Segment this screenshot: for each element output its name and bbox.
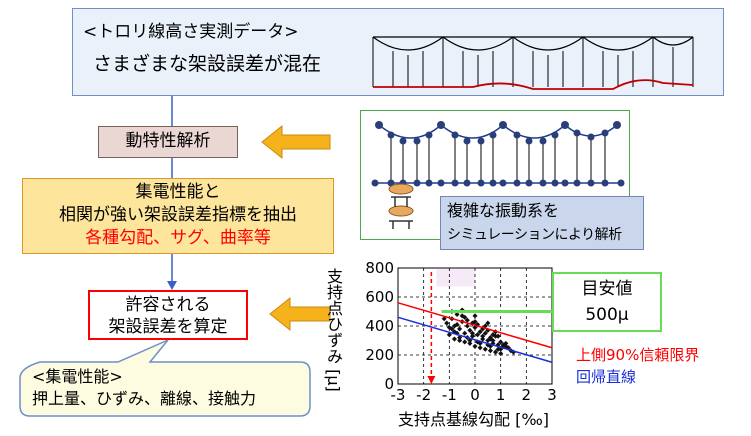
x-tick-label: -2 — [416, 386, 432, 404]
extract-line-3: 各種勾配、サグ、曲率等 — [85, 228, 271, 248]
data-point — [480, 333, 486, 339]
data-point — [467, 327, 473, 333]
extract-index-box: 集電性能と 相関が強い架設誤差指標を抽出 各種勾配、サグ、曲率等 — [22, 178, 334, 254]
simulation-line-2: シミュレーションにより解析 — [447, 227, 622, 243]
callout-text: <集電性能> 押上量、ひずみ、離線、接触力 — [32, 366, 256, 410]
data-point — [477, 345, 483, 351]
data-point — [480, 336, 486, 342]
left-arrow-icon-2 — [269, 296, 331, 332]
data-point — [462, 330, 468, 336]
data-point — [454, 311, 460, 317]
measured-data-subtitle: さまざまな架設誤差が混在 — [93, 53, 322, 75]
chart-y-axis-label: 支持点ひずみ [μ] — [324, 268, 343, 392]
data-point — [482, 346, 488, 352]
dynamic-analysis-label: 動特性解析 — [125, 131, 211, 151]
data-point — [482, 330, 488, 336]
data-point — [464, 317, 470, 323]
data-point — [451, 336, 458, 342]
data-point — [495, 346, 501, 352]
y-tick-label: 0 — [384, 375, 394, 393]
data-point — [444, 320, 450, 326]
catenary-model-icon — [371, 121, 625, 229]
data-point — [469, 333, 475, 339]
data-point — [492, 349, 499, 355]
extract-line-2: 相関が強い架設誤差指標を抽出 — [59, 205, 297, 225]
data-point — [462, 339, 468, 345]
x-tick-label: -3 — [390, 386, 406, 404]
data-point — [485, 320, 491, 326]
data-point — [469, 330, 475, 336]
data-point — [467, 340, 473, 346]
simulation-line-1: 複雑な振動系を — [447, 201, 560, 220]
left-arrow-icon — [261, 124, 331, 160]
x-tick-label: -1 — [441, 386, 457, 404]
catenary-sketch-icon — [372, 36, 694, 90]
threshold-arrow-icon — [427, 376, 436, 384]
callout-bubble — [19, 339, 311, 417]
dynamic-analysis-box: 動特性解析 — [98, 126, 238, 158]
guide-value-number: 500μ — [585, 305, 629, 325]
measured-data-title: <トロリ線高さ実測データ> — [83, 22, 299, 42]
data-point — [487, 336, 493, 342]
x-tick-label: 0 — [470, 386, 480, 404]
extract-line-1: 集電性能と — [135, 182, 221, 202]
y-tick-label: 600 — [365, 288, 394, 306]
x-tick-label: 2 — [521, 386, 532, 404]
callout-line-2: 押上量、ひずみ、離線、接触力 — [32, 389, 257, 408]
upper-limit-line — [397, 302, 553, 349]
data-point — [457, 326, 463, 332]
legend-regression: 回帰直線 — [576, 368, 637, 386]
down-arrow-icon — [167, 281, 177, 290]
data-point — [477, 329, 483, 335]
data-point — [462, 314, 468, 320]
data-point — [495, 333, 501, 339]
data-point — [487, 348, 493, 354]
chart-x-axis-label: 支持点基線勾配 [‰] — [398, 410, 550, 429]
data-point — [449, 326, 455, 332]
data-point — [503, 343, 509, 349]
callout-line-1: <集電性能> — [32, 367, 123, 386]
data-point — [472, 343, 478, 349]
data-point — [490, 332, 496, 338]
data-point — [464, 323, 470, 329]
data-point — [498, 351, 504, 357]
allowable-line-2: 架設誤差を算定 — [108, 317, 228, 337]
data-point — [472, 313, 478, 319]
data-point — [475, 332, 481, 338]
highlight-band — [436, 269, 475, 287]
measured-data-box: <トロリ線高さ実測データ> さまざまな架設誤差が混在 — [72, 8, 724, 96]
y-tick-label: 800 — [365, 259, 394, 277]
y-tick-label: 400 — [365, 317, 394, 335]
regression-line — [397, 316, 553, 363]
allowable-line-1: 許容される — [125, 295, 211, 315]
data-point — [441, 316, 447, 322]
guide-value-box: 目安値 500μ — [552, 272, 662, 332]
y-tick-label: 200 — [365, 346, 394, 364]
data-point — [472, 319, 478, 325]
allowable-error-box: 許容される 架設誤差を算定 — [88, 290, 248, 340]
data-point — [451, 323, 458, 329]
simulation-text-box: 複雑な振動系を シミュレーションにより解析 — [440, 196, 644, 250]
legend-upper-limit: 上側90%信頼限界 — [576, 346, 700, 364]
x-tick-label: 1 — [495, 386, 506, 404]
x-tick-label: 3 — [547, 386, 557, 404]
data-point — [457, 337, 463, 344]
guide-value-title: 目安値 — [581, 279, 633, 299]
data-point — [498, 339, 504, 345]
